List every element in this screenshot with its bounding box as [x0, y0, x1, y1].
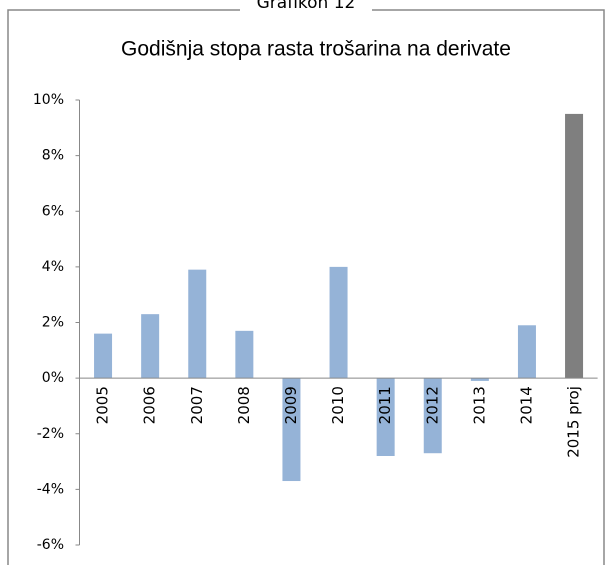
bar [94, 333, 113, 379]
x-tick-label: 2010 [329, 386, 347, 424]
y-tick-label: -6% [37, 537, 64, 553]
bar [329, 266, 348, 379]
bar [517, 325, 536, 379]
y-tick-label: 8% [42, 148, 64, 164]
bar [188, 269, 207, 379]
bar [565, 113, 584, 379]
x-tick-label: 2006 [141, 386, 159, 424]
y-tick-label: -4% [37, 481, 64, 497]
header: Grafikon 12 [257, 0, 356, 13]
bar [470, 378, 489, 381]
y-tick-label: -2% [37, 426, 64, 442]
y-tick-label: 4% [42, 259, 64, 275]
chart-frame [7, 9, 605, 565]
y-tick-label: 6% [42, 203, 64, 219]
x-tick-label: 2007 [188, 386, 206, 424]
x-tick-label: 2015 proj [565, 386, 583, 458]
bar [235, 330, 254, 379]
x-tick-label: 2005 [94, 386, 112, 424]
x-tick-label: 2013 [470, 386, 488, 424]
x-tick-label: 2012 [423, 386, 441, 424]
bar [282, 378, 301, 482]
x-tick-label: 2008 [235, 386, 253, 424]
y-tick-label: 2% [42, 315, 64, 331]
y-tick-label: 0% [42, 370, 64, 386]
chart-title: Godišnja stopa rasta trošarina na deriva… [121, 38, 511, 61]
x-tick-label: 2014 [517, 386, 535, 424]
x-tick-label: 2009 [282, 386, 300, 424]
bar [376, 378, 395, 456]
bar [141, 314, 160, 379]
header-backdrop [240, 0, 372, 12]
y-tick-label: 10% [33, 92, 64, 108]
x-tick-label: 2011 [376, 386, 394, 424]
bar [423, 378, 442, 454]
